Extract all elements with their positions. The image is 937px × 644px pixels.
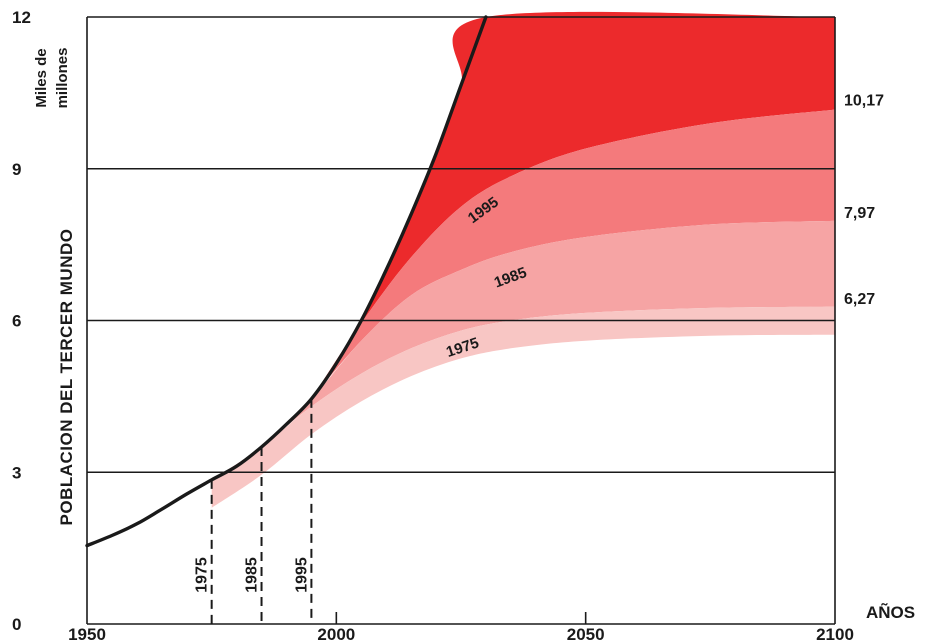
y-tick-label-3: 3 xyxy=(12,463,21,482)
y-axis-label: POBLACION DEL TERCER MUNDO xyxy=(57,229,76,526)
y-tick-label-12: 12 xyxy=(12,8,31,27)
x-tick-label-2050: 2050 xyxy=(567,625,605,644)
marker-label-1975: 1975 xyxy=(194,557,211,593)
x-unit-label: AÑOS xyxy=(866,602,915,622)
band-upper-projection xyxy=(311,11,835,399)
marker-label-1995: 1995 xyxy=(293,557,310,593)
gridlines xyxy=(87,16,835,474)
x-tick-label-2100: 2100 xyxy=(816,625,854,644)
vertical-markers: 1975 1985 1995 xyxy=(194,398,313,624)
axes xyxy=(85,15,836,625)
x-tick-label-2000: 2000 xyxy=(317,625,355,644)
band-1975 xyxy=(211,306,835,508)
x-tick-label-1950: 1950 xyxy=(68,625,106,644)
y-tick-label-9: 9 xyxy=(12,160,21,179)
end-value-label-2: 7,97 xyxy=(844,205,875,222)
y-unit-line1: Miles de xyxy=(33,48,50,107)
end-value-label-3: 6,27 xyxy=(844,291,875,308)
band-1985 xyxy=(261,220,835,447)
y-unit-line2: millones xyxy=(54,48,71,109)
end-value-label-1: 10,17 xyxy=(844,93,884,110)
y-tick-label-0: 0 xyxy=(12,615,21,634)
marker-label-1985: 1985 xyxy=(244,557,261,593)
y-tick-label-6: 6 xyxy=(12,312,21,331)
band-1995 xyxy=(311,109,835,399)
historical-population-curve xyxy=(85,15,488,548)
projection-bands xyxy=(211,11,835,508)
